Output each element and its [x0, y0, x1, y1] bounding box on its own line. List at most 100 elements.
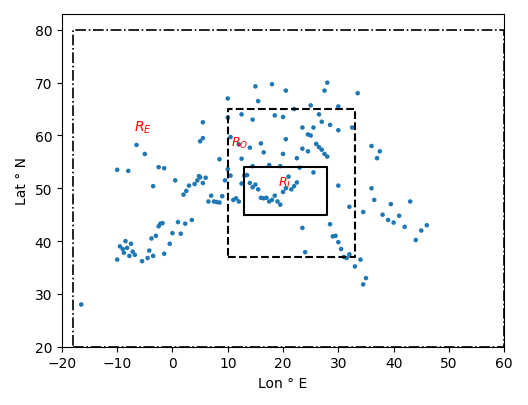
Point	[218, 194, 227, 200]
Point	[138, 258, 146, 265]
Point	[191, 181, 199, 188]
Point	[168, 230, 177, 237]
Point	[158, 220, 167, 227]
Point	[121, 238, 130, 245]
Point	[334, 239, 343, 246]
Point	[204, 199, 213, 205]
Point	[251, 182, 260, 188]
Point	[323, 80, 332, 87]
Point	[262, 195, 271, 202]
Point	[326, 122, 334, 129]
Point	[281, 185, 290, 192]
Point	[113, 167, 121, 174]
Point	[317, 119, 326, 126]
Point	[147, 236, 156, 242]
Point	[238, 156, 246, 162]
Point	[251, 84, 260, 90]
Point	[248, 164, 257, 170]
Point	[332, 233, 340, 239]
Point	[290, 183, 298, 190]
Point	[351, 264, 359, 270]
Point	[306, 133, 315, 139]
Point	[370, 197, 379, 204]
Point	[154, 164, 163, 171]
Point	[315, 112, 323, 118]
Point	[285, 174, 293, 181]
Point	[212, 199, 221, 206]
Point	[199, 136, 207, 142]
Point	[187, 217, 196, 224]
Point	[268, 197, 276, 204]
Point	[201, 175, 210, 181]
Point	[356, 257, 365, 263]
Point	[375, 149, 384, 155]
Point	[227, 134, 235, 141]
Point	[156, 221, 165, 227]
Point	[293, 180, 301, 186]
Point	[254, 99, 262, 105]
Point	[281, 88, 290, 95]
Point	[309, 170, 318, 176]
Point	[367, 143, 376, 150]
Point	[386, 201, 395, 208]
Point	[154, 224, 163, 230]
Point	[215, 200, 224, 206]
Point	[125, 253, 134, 260]
Point	[124, 168, 133, 175]
Point	[234, 142, 243, 148]
Point	[312, 141, 320, 148]
Point	[373, 156, 381, 162]
Point	[196, 175, 204, 181]
Point	[317, 147, 326, 153]
Point	[276, 164, 285, 170]
Point	[348, 125, 356, 132]
Point	[328, 234, 337, 240]
Point	[116, 243, 124, 250]
Point	[268, 82, 276, 88]
Point	[127, 241, 135, 247]
Point	[118, 246, 127, 253]
Point	[290, 107, 298, 113]
Text: $R_E$: $R_E$	[134, 119, 152, 135]
Point	[149, 253, 157, 260]
Point	[254, 187, 262, 193]
Point	[306, 103, 315, 109]
Point	[223, 115, 232, 122]
Point	[389, 220, 398, 226]
Point	[345, 252, 354, 258]
Point	[130, 252, 139, 258]
Point	[265, 162, 274, 169]
Point	[195, 173, 203, 180]
Point	[274, 199, 282, 205]
Point	[149, 183, 157, 190]
Point	[123, 245, 131, 252]
Point	[309, 125, 318, 132]
Point	[232, 196, 240, 202]
Point	[384, 217, 392, 224]
Point	[238, 112, 246, 118]
Point	[176, 231, 185, 237]
Point	[298, 125, 307, 132]
Point	[400, 224, 409, 230]
Point	[298, 146, 307, 153]
Text: $R_O$: $R_O$	[231, 136, 248, 151]
Text: $R_I$: $R_I$	[278, 175, 290, 190]
Point	[320, 151, 329, 158]
Point	[181, 221, 190, 227]
Point	[279, 151, 287, 158]
Point	[238, 181, 246, 188]
Point	[223, 96, 232, 102]
Point	[417, 228, 426, 234]
Point	[367, 185, 376, 192]
Point	[342, 255, 351, 262]
Point	[215, 157, 224, 163]
Point	[180, 192, 188, 198]
Point	[145, 248, 154, 254]
Point	[257, 141, 265, 147]
Point	[340, 254, 348, 260]
Point	[77, 301, 86, 308]
Point	[160, 166, 168, 172]
Point	[257, 195, 265, 202]
Point	[304, 132, 312, 139]
Point	[422, 222, 431, 229]
